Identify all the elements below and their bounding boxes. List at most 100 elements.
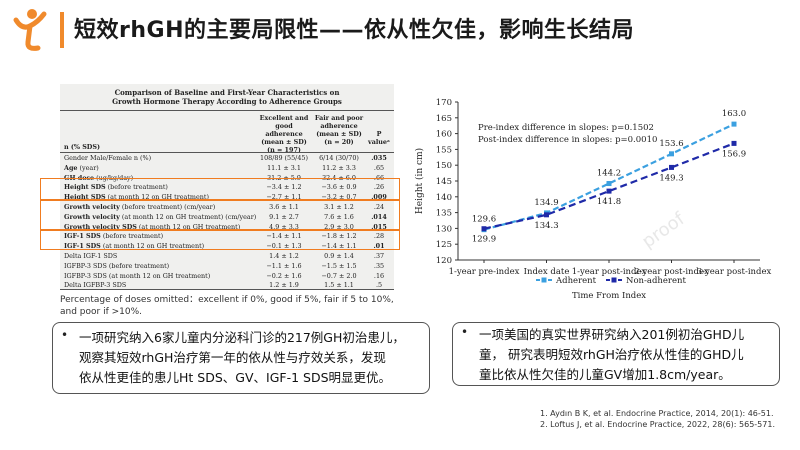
y-tick-label: 140 [436, 193, 452, 203]
table-row: IGF-1 SDS (at month 12 on GH treatment) −… [60, 241, 394, 251]
data-label-non-adherent: 141.8 [597, 197, 621, 207]
legend-label: Non-adherent [626, 276, 686, 286]
header-group-1: Excellent and good adherence (mean ± SD) (n… [259, 114, 309, 154]
series-line-non-adherent [483, 142, 735, 230]
data-label-non-adherent: 129.9 [472, 235, 496, 245]
data-point-non-adherent [606, 188, 612, 194]
table-cell: .009 [371, 193, 387, 202]
table-cell: .01 [373, 242, 385, 251]
table-cell-label: Growth velocity SDS (at month 12 on GH t… [64, 222, 241, 231]
table-cell: 3.6 ± 1.1 [269, 203, 299, 211]
table-cell: −1.1 ± 1.6 [266, 261, 302, 270]
data-label-adherent: 153.6 [659, 139, 683, 149]
data-label-adherent: 129.6 [472, 215, 496, 225]
brand-logo-icon [13, 9, 47, 51]
highlight-growth-velocity [40, 200, 400, 230]
x-tick-label: Index date [524, 267, 570, 277]
title-accent-bar [60, 12, 64, 48]
legend-label: Adherent [555, 276, 597, 286]
table-cell: 108/89 (55/45) [260, 154, 308, 162]
table-cell: .16 [373, 271, 385, 280]
table-row: Growth velocity SDS (at month 12 on GH t… [60, 222, 394, 232]
data-label-non-adherent: 149.3 [659, 173, 683, 183]
data-point-non-adherent [669, 164, 674, 170]
references: 1. Aydın B K, et al. Endocrine Practice,… [540, 408, 775, 430]
table-cell: −3.4 ± 1.2 [266, 183, 302, 192]
table-cell: 3.1 ± 1.2 [324, 203, 354, 211]
reference-2: 2. Loftus J, et al. Endocrine Practice, … [540, 420, 775, 429]
table-cell: 11.1 ± 3.1 [267, 163, 301, 172]
table-cell: .5 [375, 281, 383, 290]
table-cell: 7.6 ± 1.6 [324, 212, 354, 221]
summary-1-text: 一项研究纳入6家儿童内分泌科门诊的217例GH初治患儿， 观察其短效rhGH治疗第… [79, 330, 405, 385]
table-row: Growth velocity (before treatment) (cm/y… [60, 202, 394, 212]
data-label-non-adherent: 134.3 [534, 221, 558, 231]
data-label-non-adherent: 156.9 [722, 149, 746, 159]
table-cell: 2.9 ± 3.0 [324, 222, 354, 231]
table-row: IGFBP-3 SDS (before treatment) −1.1 ± 1.6… [60, 261, 394, 271]
y-axis-title: Height (in cm) [414, 148, 425, 214]
table-cell: −1.8 ± 1.2 [321, 232, 357, 241]
data-point-adherent [731, 121, 737, 127]
table-cell-label: Gender Male/Female n (%) [64, 154, 152, 162]
table-cell-label: IGF-1 SDS (before treatment) [64, 232, 164, 241]
table-header-rule [60, 152, 394, 153]
table-cell-label: Delta IGFBP-3 SDS [64, 281, 127, 290]
table-cell: −3.6 ± 0.9 [321, 183, 357, 192]
table-row: Delta IGF-1 SDS 1.4 ± 1.2 0.9 ± 1.4 .37 [60, 251, 394, 261]
table-cell: .26 [373, 183, 385, 192]
table-cell: 4.9 ± 3.3 [269, 222, 299, 231]
slope-annotation-pre: Pre-index difference in slopes: p=0.1502 [478, 123, 654, 133]
y-tick-label: 130 [436, 224, 452, 234]
table-cell-label: Growth velocity (at month 12 on GH treat… [64, 212, 257, 221]
y-tick-label: 150 [436, 161, 452, 171]
bullet: • [461, 325, 469, 339]
table-cell: 9.1 ± 2.7 [269, 212, 299, 221]
table-cell: −2.7 ± 1.1 [266, 193, 302, 202]
y-tick-label: 155 [436, 145, 452, 155]
table-cell: −1.4 ± 1.1 [266, 232, 302, 241]
adherence-definition-note: Percentage of doses omitted：excellent if… [60, 295, 394, 317]
table-cell: −3.2 ± 0.7 [321, 193, 357, 202]
table-row: Growth velocity (at month 12 on GH treat… [60, 212, 394, 222]
table-row: GH dose (ug/kg/day) 31.2 ± 5.9 32.4 ± 6.0.… [60, 173, 394, 183]
table-row: Gender Male/Female n (%) 108/89 (55/45) 6/… [60, 153, 394, 163]
table-cell: 32.4 ± 6.0 [322, 173, 356, 182]
table-row: IGFBP-3 SDS (at month 12 on GH treatment… [60, 271, 394, 281]
table-cell: .24 [373, 203, 385, 211]
table-cell-label: IGF-1 SDS (at month 12 on GH treatment) [64, 242, 205, 251]
page-title: 短效rhGH的主要局限性——依从性欠佳，影响生长结局 [74, 18, 634, 43]
table-cell-label: Height SDS (before treatment) [64, 183, 168, 192]
table-cell: 1.2 ± 1.9 [269, 281, 299, 290]
table-cell: .66 [373, 173, 385, 182]
data-point-adherent [606, 181, 612, 187]
table-row: Height SDS (at month 12 on GH treatment)… [60, 192, 394, 202]
table-cell: 6/14 (30/70) [319, 154, 359, 162]
y-tick-label: 165 [436, 114, 452, 124]
table-cell: 1.5 ± 1.1 [324, 281, 354, 290]
table-cell-label: Age (year) [64, 163, 99, 172]
table-cell: 11.2 ± 3.3 [322, 163, 356, 172]
x-tick-label: 1-year pre-index [449, 267, 520, 277]
legend-marker [611, 277, 617, 283]
header-group-2: Fair and poor adherence (mean ± SD) (n = 20… [314, 114, 364, 146]
table-row: Height SDS (before treatment) −3.4 ± 1.2 −… [60, 182, 394, 192]
study-summary-box-2: • 一项美国的真实世界研究纳入201例初治GHD儿 童， 研究表明短效rhGH治疗… [452, 322, 780, 386]
comparison-table-figure: Comparison of Baseline and First-Year Ch… [60, 84, 394, 290]
data-point-adherent [669, 151, 674, 157]
summary-2-text: 一项美国的真实世界研究纳入201例初治GHD儿 童， 研究表明短效rhGH治疗依从… [479, 327, 745, 382]
table-cell: −0.2 ± 1.6 [266, 271, 302, 280]
y-tick-label: 160 [436, 130, 452, 140]
y-tick-label: 120 [436, 256, 452, 266]
data-point-non-adherent [544, 212, 549, 218]
height-line-chart: 120 125 130 135 140 145 150 155 160 165 170 1-year … [414, 98, 772, 301]
table-cell-label: Delta IGF-1 SDS [64, 252, 118, 260]
bullet: • [61, 328, 69, 342]
data-label-adherent: 144.2 [597, 169, 621, 179]
table-cell: −0.1 ± 1.3 [266, 242, 302, 251]
reference-1: 1. Aydın B K, et al. Endocrine Practice,… [540, 409, 774, 418]
table-cell: −1.4 ± 1.1 [321, 242, 357, 251]
data-point-non-adherent [731, 140, 737, 146]
table-row: IGF-1 SDS (before treatment) −1.4 ± 1.1 −1… [60, 231, 394, 241]
table-cell: .014 [371, 212, 387, 221]
